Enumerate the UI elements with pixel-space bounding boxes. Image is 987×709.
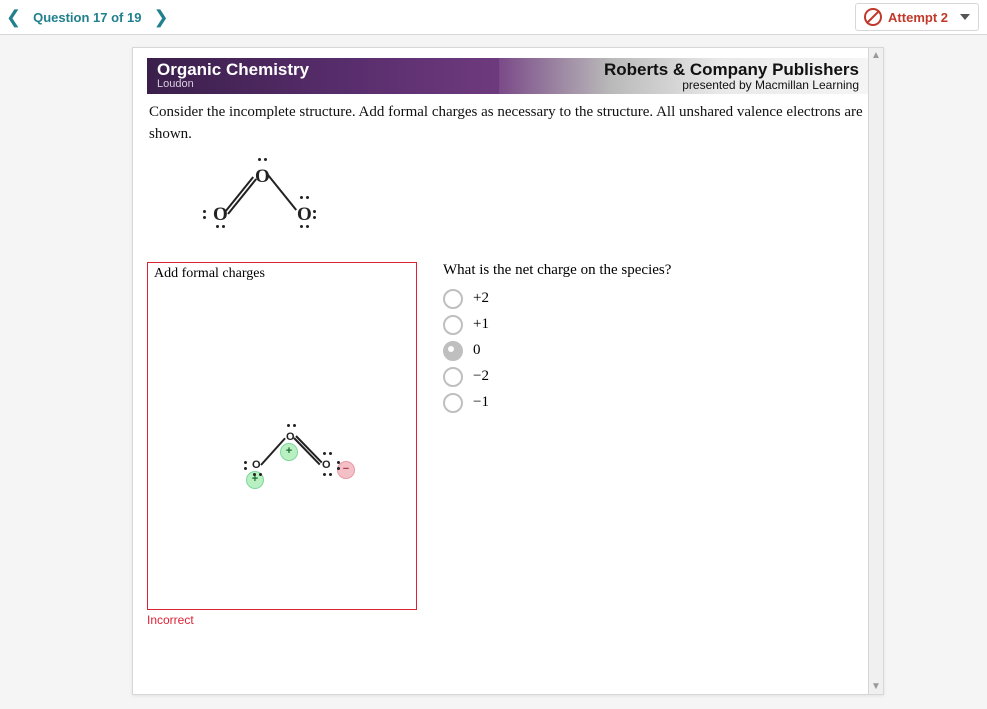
net-charge-options: +2 +1 0 −2 −1	[443, 289, 869, 413]
question-prompt: Consider the incomplete structure. Add f…	[149, 102, 867, 146]
lone-pair[interactable]	[323, 473, 332, 476]
radio-icon[interactable]	[443, 289, 463, 309]
formal-charges-column: Add formal charges O+O+O− Incorrect	[147, 262, 417, 627]
bond-line	[227, 179, 257, 215]
book-author: Loudon	[157, 79, 489, 91]
atom-label[interactable]: O	[322, 459, 331, 471]
attempt-label: Attempt 2	[888, 10, 948, 25]
chevron-down-icon	[960, 14, 970, 20]
answer-row: Add formal charges O+O+O− Incorrect What…	[147, 262, 869, 627]
lone-pair[interactable]	[244, 461, 247, 470]
net-charge-column: What is the net charge on the species? +…	[443, 262, 869, 627]
formal-charges-box[interactable]: Add formal charges O+O+O−	[147, 262, 417, 610]
attempt-dropdown[interactable]: Attempt 2	[855, 3, 979, 31]
lone-pair	[300, 196, 309, 199]
feedback-label: Incorrect	[147, 613, 417, 627]
atom-label: O	[213, 204, 228, 226]
lone-pair[interactable]	[253, 473, 262, 476]
question-panel: ▲ ▼ Organic Chemistry Loudon Roberts & C…	[132, 47, 884, 695]
lone-pair	[216, 225, 225, 228]
net-charge-option[interactable]: +2	[443, 289, 869, 309]
radio-icon[interactable]	[443, 393, 463, 413]
lone-pair[interactable]	[337, 461, 340, 470]
question-counter[interactable]: Question 17 of 19	[33, 10, 141, 25]
option-label: 0	[473, 342, 481, 359]
radio-icon[interactable]	[443, 367, 463, 387]
radio-icon[interactable]	[443, 315, 463, 335]
book-title: Organic Chemistry	[157, 61, 489, 79]
prev-question-button[interactable]: ❮	[0, 7, 27, 28]
lone-pair	[203, 210, 206, 219]
banner-left: Organic Chemistry Loudon	[147, 58, 499, 94]
atom-label: O	[297, 204, 312, 226]
radio-icon[interactable]	[443, 341, 463, 361]
net-charge-option[interactable]: 0	[443, 341, 869, 361]
net-charge-question: What is the net charge on the species?	[443, 262, 869, 279]
stage: ▲ ▼ Organic Chemistry Loudon Roberts & C…	[0, 35, 987, 709]
scroll-up-icon[interactable]: ▲	[871, 50, 881, 61]
net-charge-option[interactable]: +1	[443, 315, 869, 335]
bond-line	[224, 176, 254, 212]
lone-pair	[313, 210, 316, 219]
bond-line[interactable]	[295, 435, 322, 463]
plus-charge-icon[interactable]: +	[280, 443, 298, 461]
formal-charges-title: Add formal charges	[148, 263, 416, 285]
banner-right: Roberts & Company Publishers presented b…	[499, 58, 869, 94]
top-bar: ❮ Question 17 of 19 ❯ Attempt 2	[0, 0, 987, 35]
net-charge-option[interactable]: −1	[443, 393, 869, 413]
molecule-canvas[interactable]: O+O+O−	[148, 413, 416, 497]
option-label: +2	[473, 290, 489, 307]
lone-pair[interactable]	[323, 452, 332, 455]
scrollbar[interactable]: ▲ ▼	[868, 48, 883, 694]
atom-label[interactable]: O	[252, 459, 261, 471]
presented-by: presented by Macmillan Learning	[513, 79, 859, 92]
net-charge-option[interactable]: −2	[443, 367, 869, 387]
scroll-down-icon[interactable]: ▼	[871, 681, 881, 692]
lone-pair	[258, 158, 267, 161]
option-label: −2	[473, 368, 489, 385]
publisher: Roberts & Company Publishers	[513, 61, 859, 79]
option-label: +1	[473, 316, 489, 333]
lone-pair[interactable]	[287, 424, 296, 427]
lewis-structure-display: OOO	[183, 156, 869, 238]
prohibited-icon	[864, 8, 882, 26]
textbook-banner: Organic Chemistry Loudon Roberts & Compa…	[147, 58, 869, 94]
bond-line	[268, 174, 298, 210]
next-question-button[interactable]: ❯	[147, 7, 174, 28]
atom-label[interactable]: O	[286, 431, 295, 443]
option-label: −1	[473, 394, 489, 411]
lone-pair	[300, 225, 309, 228]
